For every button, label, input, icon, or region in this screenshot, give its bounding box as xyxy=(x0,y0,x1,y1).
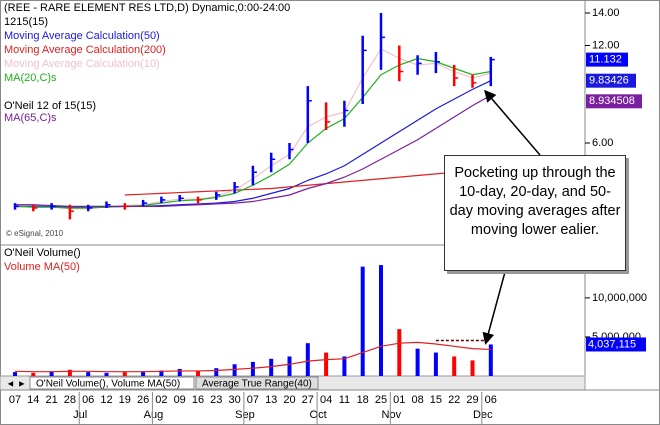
legend-entry: MA(65,C)s xyxy=(4,112,57,124)
x-tick-label: 11 xyxy=(339,394,350,406)
arrow xyxy=(484,89,541,156)
month-label: Nov xyxy=(382,409,402,421)
tab-arrows[interactable]: ◄ ► xyxy=(6,378,26,388)
volume-bar xyxy=(250,361,255,376)
x-tick-label: 12 xyxy=(100,394,112,406)
y-tick-label: 10,000,000 xyxy=(592,292,647,304)
x-tick-label: 02 xyxy=(155,394,167,406)
volume-bar xyxy=(196,371,200,376)
x-tick-label: 21 xyxy=(45,394,57,406)
x-tick-label: 07 xyxy=(9,394,21,406)
arrow xyxy=(482,271,506,345)
volume-bar xyxy=(452,356,457,376)
legend-entry: O'Neil Volume() xyxy=(4,247,81,259)
indicator-label: O'Neil 12 of 15(15) xyxy=(4,100,96,112)
y-tick-label: 14.00 xyxy=(592,7,620,19)
tab[interactable] xyxy=(29,376,195,390)
annotation: Pocketing up through the 10-day, 20-day,… xyxy=(444,155,626,271)
x-tick-label: 28 xyxy=(64,394,76,406)
volume-bar xyxy=(177,368,182,376)
tab-label[interactable]: O'Neil Volume(), Volume MA(50) xyxy=(36,379,180,390)
x-tick-label: 06 xyxy=(485,394,497,406)
month-label: Sep xyxy=(235,409,255,421)
volume-bar xyxy=(49,371,54,376)
volume-bar xyxy=(397,329,402,376)
tab-label[interactable]: Average True Range(40) xyxy=(202,379,312,390)
volume-bar xyxy=(305,343,310,376)
volume-bar xyxy=(488,344,493,376)
ma-line xyxy=(124,168,491,196)
copyright: © eSignal, 2010 xyxy=(6,229,64,238)
volume-bar xyxy=(13,372,17,376)
month-label: Aug xyxy=(144,409,164,421)
volume-box-bg xyxy=(586,337,646,352)
ma65-value-bg xyxy=(586,94,642,109)
x-tick-label: 25 xyxy=(375,394,387,406)
x-tick-label: 07 xyxy=(247,394,259,406)
legend-entry: Volume MA(50) xyxy=(4,261,80,273)
x-tick-label: 23 xyxy=(210,394,222,406)
x-tick-label: 01 xyxy=(393,394,405,406)
x-tick-label: 14 xyxy=(27,394,39,406)
chart-title: (REE - RARE ELEMENT RES LTD,D) Dynamic,0… xyxy=(4,2,290,14)
ma50-value-bg xyxy=(586,73,636,88)
volume-bar xyxy=(287,356,292,376)
x-tick-label: 27 xyxy=(302,394,314,406)
x-tick-label: 18 xyxy=(357,394,369,406)
volume-bar xyxy=(433,352,438,376)
ma50-value: 9.83426 xyxy=(589,75,629,87)
x-tick-label: 06 xyxy=(82,394,94,406)
month-label: Jul xyxy=(73,409,87,421)
volume-ma xyxy=(14,341,491,373)
legend-entry: MA(20,C)s xyxy=(4,72,57,84)
x-tick-label: 04 xyxy=(320,394,332,406)
last-price-bg xyxy=(586,52,628,67)
last-price: 11.132 xyxy=(589,54,622,66)
volume-bar xyxy=(324,352,329,376)
x-tick-label: 16 xyxy=(192,394,204,406)
volume-bar xyxy=(232,364,237,376)
volume-bar xyxy=(31,372,36,376)
ma-line xyxy=(15,94,492,207)
x-tick-label: 22 xyxy=(448,394,460,406)
volume-bar xyxy=(159,370,164,376)
volume-bar xyxy=(269,358,274,376)
x-tick-label: 20 xyxy=(283,394,295,406)
volume-bar xyxy=(141,371,146,376)
volume-bar xyxy=(415,348,420,376)
legend-entry: Moving Average Calculation(200) xyxy=(4,44,166,56)
volume-bar xyxy=(86,372,91,376)
volume-bar xyxy=(104,372,109,376)
volume-bar xyxy=(67,369,72,376)
month-label: Oct xyxy=(310,409,327,421)
volume-bar xyxy=(470,360,475,376)
x-tick-label: 26 xyxy=(137,394,149,406)
y-tick-label: 12.00 xyxy=(592,39,620,51)
tab[interactable] xyxy=(195,376,319,390)
y-tick-label: 6.00 xyxy=(592,137,613,149)
x-tick-label: 09 xyxy=(174,394,186,406)
x-tick-label: 15 xyxy=(430,394,442,406)
x-tick-label: 08 xyxy=(411,394,423,406)
volume-bar xyxy=(342,356,347,376)
volume-box: 4,037,115 xyxy=(588,338,636,350)
volume-bar xyxy=(379,265,383,376)
volume-bar xyxy=(360,266,365,376)
volume-bar xyxy=(122,372,127,376)
volume-bar xyxy=(214,368,219,376)
legend-entry: Moving Average Calculation(50) xyxy=(4,30,160,42)
x-tick-label: 29 xyxy=(466,394,478,406)
x-tick-label: 13 xyxy=(265,394,277,406)
indicator-label: 1215(15) xyxy=(4,16,48,28)
month-label: Dec xyxy=(473,409,493,421)
x-tick-label: 30 xyxy=(228,394,240,406)
x-tick-label: 19 xyxy=(119,394,131,406)
legend-entry: Moving Average Calculation(10) xyxy=(4,58,160,70)
ma65-value: 8.934508 xyxy=(589,95,635,107)
